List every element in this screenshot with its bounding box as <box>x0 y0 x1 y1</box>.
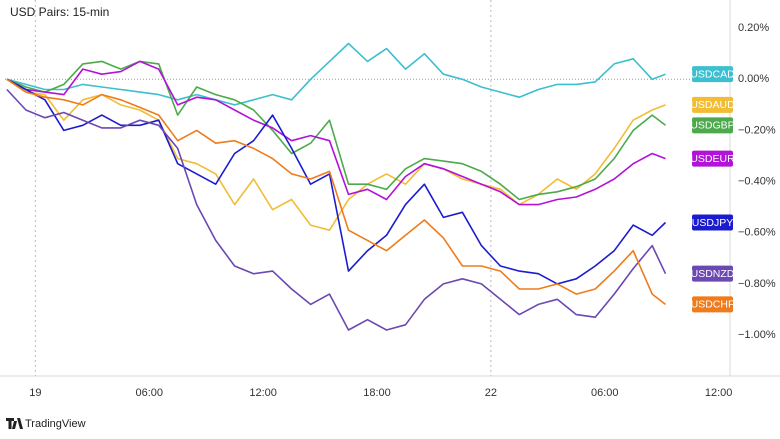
x-tick-label: 19 <box>29 387 41 399</box>
legend-label: USDCAD <box>690 68 735 80</box>
y-tick-label: −0.60% <box>738 227 776 239</box>
legend-box <box>692 96 733 113</box>
legend-label: USDAUD <box>690 99 735 111</box>
x-tick-label: 06:00 <box>591 387 619 399</box>
legend-label: USDCHF <box>691 299 735 311</box>
legend-label: USDEUR <box>690 153 735 165</box>
series-line <box>6 60 666 201</box>
series-line <box>6 78 667 285</box>
series-line <box>6 60 666 206</box>
legend-box <box>692 214 733 231</box>
x-tick-label: 12:00 <box>705 387 733 399</box>
chart-title: USD Pairs: 15-min <box>10 5 109 19</box>
y-tick-label: −0.40% <box>738 176 776 188</box>
y-tick-label: 0.20% <box>738 22 769 34</box>
y-tick-label: −0.80% <box>738 278 776 290</box>
y-tick-label: −0.20% <box>738 124 776 136</box>
series-line <box>6 88 667 331</box>
legend-box <box>692 66 733 83</box>
y-tick-label: −1.00% <box>738 329 776 341</box>
x-tick-label: 12:00 <box>249 387 277 399</box>
legend-label: USDGBP <box>690 120 734 132</box>
x-tick-label: 18:00 <box>363 387 391 399</box>
legend-box <box>692 150 733 167</box>
logo-text: TradingView <box>25 418 86 430</box>
series-line <box>6 78 666 231</box>
legend-box <box>692 265 733 282</box>
x-tick-label: 22 <box>485 387 497 399</box>
legend-label: USDJPY <box>692 217 733 229</box>
logo: TradingView <box>6 418 86 430</box>
legend-box <box>692 296 733 313</box>
series-line <box>6 78 666 306</box>
y-tick-label: 0.00% <box>738 73 769 85</box>
series-line <box>6 42 666 106</box>
legend-box <box>692 117 733 134</box>
x-tick-label: 06:00 <box>135 387 163 399</box>
legend-label: USDNZD <box>691 268 735 280</box>
logo-icon <box>6 418 23 429</box>
